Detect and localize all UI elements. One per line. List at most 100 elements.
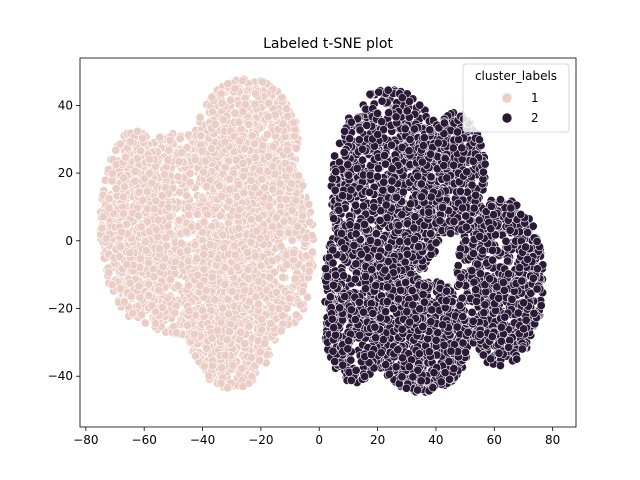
- point-cluster-1: [234, 205, 244, 215]
- point-cluster-2: [378, 185, 388, 195]
- point-cluster-1: [278, 119, 288, 129]
- point-cluster-1: [239, 188, 249, 198]
- point-cluster-1: [225, 184, 235, 194]
- point-cluster-2: [331, 167, 341, 177]
- point-cluster-2: [362, 120, 372, 130]
- point-cluster-1: [173, 172, 183, 182]
- point-cluster-1: [247, 131, 257, 141]
- point-cluster-1: [136, 254, 146, 264]
- point-cluster-1: [119, 182, 129, 192]
- point-cluster-1: [276, 241, 286, 251]
- point-cluster-2: [346, 185, 356, 195]
- point-cluster-1: [155, 244, 165, 254]
- point-cluster-2: [339, 148, 349, 158]
- point-cluster-1: [197, 146, 207, 156]
- point-cluster-1: [304, 199, 314, 209]
- point-cluster-1: [256, 261, 266, 271]
- point-cluster-1: [145, 154, 155, 164]
- point-cluster-1: [125, 248, 135, 258]
- point-cluster-1: [107, 169, 117, 179]
- point-cluster-1: [208, 107, 218, 117]
- point-cluster-1: [132, 154, 142, 164]
- point-cluster-1: [104, 268, 114, 278]
- point-cluster-1: [170, 308, 180, 318]
- point-cluster-1: [216, 89, 226, 99]
- point-cluster-1: [184, 306, 194, 316]
- point-cluster-2: [383, 85, 393, 95]
- point-cluster-1: [130, 166, 140, 176]
- point-cluster-1: [230, 250, 240, 260]
- point-cluster-1: [275, 179, 285, 189]
- point-cluster-1: [144, 291, 154, 301]
- point-cluster-2: [372, 108, 382, 118]
- point-cluster-1: [265, 272, 275, 282]
- point-cluster-1: [154, 285, 164, 295]
- point-cluster-1: [298, 211, 308, 221]
- point-cluster-1: [137, 310, 147, 320]
- point-cluster-1: [260, 339, 270, 349]
- point-cluster-1: [199, 217, 209, 227]
- point-cluster-1: [266, 319, 276, 329]
- point-cluster-1: [226, 95, 236, 105]
- point-cluster-1: [164, 145, 174, 155]
- point-cluster-2: [377, 96, 387, 106]
- point-cluster-1: [281, 194, 291, 204]
- point-cluster-1: [111, 145, 121, 155]
- point-cluster-1: [268, 142, 278, 152]
- point-cluster-1: [240, 285, 250, 295]
- point-cluster-1: [220, 137, 230, 147]
- point-cluster-1: [200, 156, 210, 166]
- point-cluster-1: [136, 146, 146, 156]
- point-cluster-1: [161, 233, 171, 243]
- point-cluster-1: [115, 284, 125, 294]
- point-cluster-1: [220, 263, 230, 273]
- point-cluster-1: [225, 319, 235, 329]
- point-cluster-1: [291, 143, 301, 153]
- point-cluster-2: [398, 187, 408, 197]
- point-cluster-1: [111, 184, 121, 194]
- point-cluster-2: [329, 214, 339, 224]
- point-cluster-1: [218, 115, 228, 125]
- point-cluster-1: [174, 157, 184, 167]
- point-cluster-2: [402, 106, 412, 116]
- point-cluster-1: [304, 266, 314, 276]
- point-cluster-1: [287, 205, 297, 215]
- point-cluster-1: [153, 232, 163, 242]
- point-cluster-1: [125, 278, 135, 288]
- point-cluster-1: [166, 274, 176, 284]
- point-cluster-2: [409, 124, 419, 134]
- point-cluster-2: [346, 117, 356, 127]
- scatter-points: [96, 74, 548, 397]
- point-cluster-1: [177, 148, 187, 158]
- point-cluster-1: [284, 164, 294, 174]
- point-cluster-1: [264, 201, 274, 211]
- point-cluster-1: [153, 215, 163, 225]
- point-cluster-1: [147, 301, 157, 311]
- point-cluster-1: [217, 363, 227, 373]
- point-cluster-1: [170, 257, 180, 267]
- point-cluster-1: [282, 145, 292, 155]
- point-cluster-1: [243, 274, 253, 284]
- point-cluster-2: [379, 151, 389, 161]
- point-cluster-2: [397, 93, 407, 103]
- point-cluster-1: [293, 221, 303, 231]
- point-cluster-2: [391, 112, 401, 122]
- point-cluster-2: [369, 202, 379, 212]
- point-cluster-1: [149, 204, 159, 214]
- point-cluster-1: [256, 314, 266, 324]
- point-cluster-1: [97, 223, 107, 233]
- point-cluster-1: [134, 281, 144, 291]
- point-cluster-1: [238, 76, 248, 86]
- point-cluster-1: [255, 355, 265, 365]
- point-cluster-2: [357, 144, 367, 154]
- point-cluster-1: [195, 112, 205, 122]
- point-cluster-1: [217, 191, 227, 201]
- point-cluster-1: [210, 295, 220, 305]
- point-cluster-1: [279, 216, 289, 226]
- point-cluster-1: [285, 293, 295, 303]
- point-cluster-1: [263, 112, 273, 122]
- point-cluster-1: [230, 241, 240, 251]
- point-cluster-1: [136, 222, 146, 232]
- point-cluster-1: [198, 227, 208, 237]
- point-cluster-1: [267, 222, 277, 232]
